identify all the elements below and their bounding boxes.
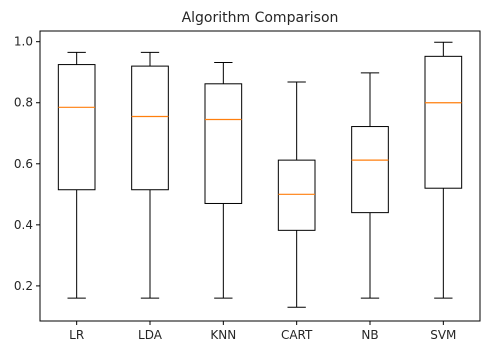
x-tick-label-svm: SVM [430,328,456,342]
x-tick-label-lda: LDA [138,328,163,342]
box-svm [424,55,463,189]
x-tick-label-lr: LR [69,328,84,342]
chart-title: Algorithm Comparison [182,10,339,26]
y-tick-label: 0.8 [14,96,33,110]
plot-area: 0.2 0.4 0.6 0.8 1.0 LR LDA KNN CART NB SVM [14,35,463,342]
box-lr [57,64,96,191]
y-tick-label: 0.4 [14,218,33,232]
x-tick-label-knn: KNN [210,328,236,342]
y-tick-label: 0.2 [14,279,33,293]
box-cart [277,159,316,231]
box-nb [351,126,389,214]
y-tick-label: 0.6 [14,157,33,171]
box-knn [204,83,243,204]
axes-frame [39,30,481,322]
x-tick-label-nb: NB [361,328,378,342]
y-tick-label: 1.0 [14,35,33,49]
box-lda [131,65,169,191]
x-tick-label-cart: CART [281,328,313,342]
